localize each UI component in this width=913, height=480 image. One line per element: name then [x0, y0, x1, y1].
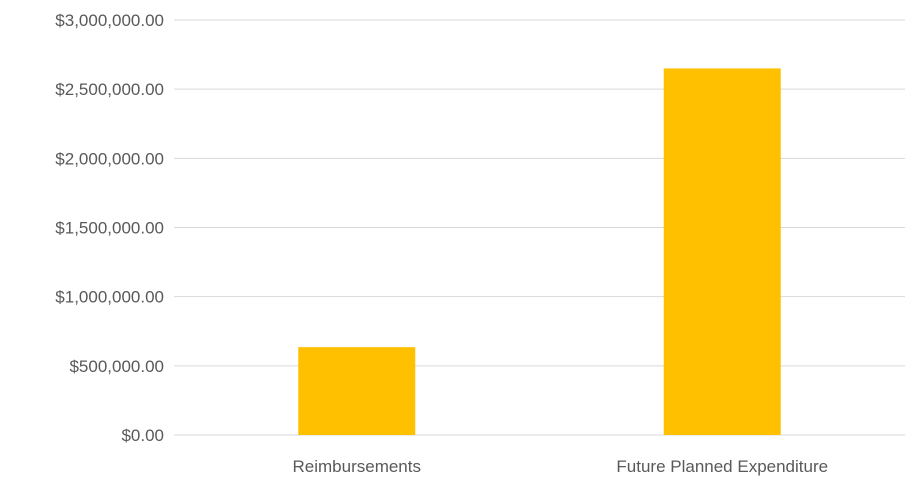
- y-tick-label: $3,000,000.00: [55, 11, 164, 30]
- y-axis-tick-labels: $0.00 $500,000.00 $1,000,000.00 $1,500,000.…: [55, 11, 164, 445]
- x-axis-category-labels: Reimbursements Future Planned Expenditure: [293, 457, 829, 476]
- x-category-label: Future Planned Expenditure: [616, 457, 828, 476]
- x-category-label: Reimbursements: [293, 457, 422, 476]
- bars: [298, 68, 781, 436]
- gridlines: [174, 19, 905, 436]
- y-tick-label: $2,000,000.00: [55, 149, 164, 168]
- y-tick-label: $500,000.00: [69, 357, 164, 376]
- bar-reimbursements: [298, 347, 416, 435]
- y-tick-label: $0.00: [121, 426, 164, 445]
- y-tick-label: $1,000,000.00: [55, 288, 164, 307]
- y-tick-label: $2,500,000.00: [55, 80, 164, 99]
- y-tick-label: $1,500,000.00: [55, 219, 164, 238]
- bar-future-planned-expenditure: [663, 68, 781, 436]
